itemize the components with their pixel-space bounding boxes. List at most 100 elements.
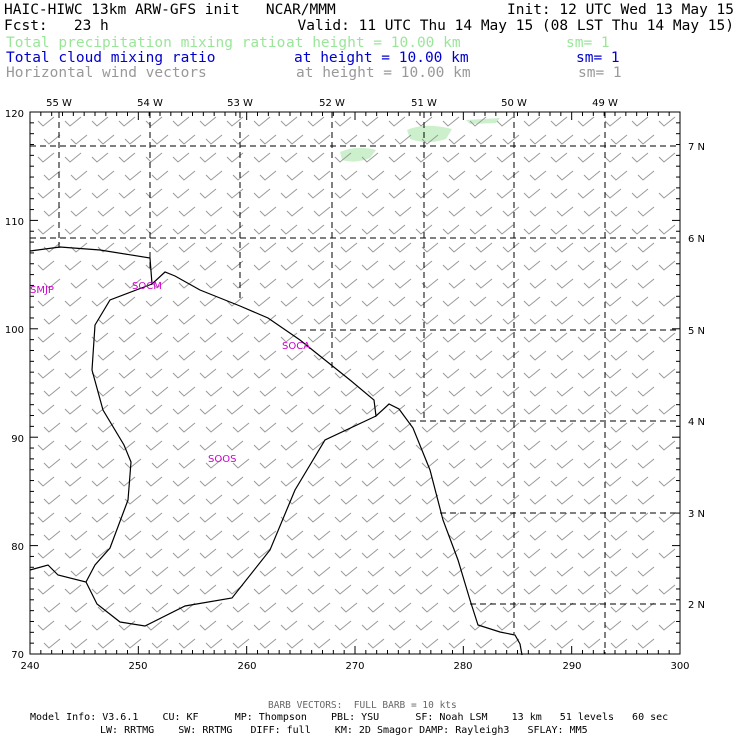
wind-barb <box>226 188 244 199</box>
wind-barb <box>367 350 385 361</box>
wind-barb <box>307 152 325 163</box>
wind-barbs <box>37 116 676 649</box>
x-tick-label: 300 <box>670 661 689 672</box>
x-tick-label: 280 <box>453 661 472 672</box>
wind-barb <box>178 386 196 397</box>
wind-barb <box>205 206 223 217</box>
wind-barb <box>475 638 493 649</box>
wind-barb <box>550 296 568 307</box>
wind-barb <box>151 170 169 181</box>
forecast-hour: Fcst: 23 h <box>4 18 109 34</box>
wind-barb <box>388 332 406 343</box>
wind-barb <box>253 332 271 343</box>
wind-barb <box>556 458 574 469</box>
wind-barb <box>367 566 385 577</box>
wind-barb <box>145 440 163 451</box>
wind-barb <box>610 494 628 505</box>
wind-barb <box>631 152 649 163</box>
wind-barb <box>64 116 82 127</box>
wind-barb <box>118 368 136 379</box>
wind-barb <box>604 548 622 559</box>
wind-barb <box>469 584 487 595</box>
wind-barb <box>70 458 88 469</box>
wind-barb <box>313 494 331 505</box>
wind-barb <box>286 386 304 397</box>
wind-barb <box>286 638 304 649</box>
wind-barb <box>97 422 115 433</box>
wind-barb <box>340 458 358 469</box>
wind-barb <box>307 332 325 343</box>
lon-labels: 55 W 54 W 53 W 52 W 51 W 50 W 49 W <box>46 98 618 109</box>
wind-barb <box>610 530 628 541</box>
wind-barb <box>583 206 601 217</box>
wind-barb <box>334 116 352 127</box>
wind-barb <box>145 476 163 487</box>
wind-barb <box>529 206 547 217</box>
wind-barb <box>334 512 352 523</box>
wind-barb <box>124 566 142 577</box>
wind-barb <box>523 368 541 379</box>
wind-barb <box>97 170 115 181</box>
wind-barb <box>502 638 520 649</box>
wind-barb <box>556 494 574 505</box>
wind-barb <box>97 242 115 253</box>
wind-barb <box>529 242 547 253</box>
wind-barb <box>496 620 514 631</box>
wind-barb <box>556 206 574 217</box>
wind-barb <box>475 206 493 217</box>
wind-barb <box>550 224 568 235</box>
wind-barb <box>253 404 271 415</box>
wind-barb <box>37 440 55 451</box>
wind-barb <box>91 188 109 199</box>
barb-note: BARB VECTORS: FULL BARB = 10 kts <box>268 700 457 711</box>
wind-barb <box>388 584 406 595</box>
wind-barb <box>529 350 547 361</box>
wind-barb <box>97 350 115 361</box>
wind-barb <box>307 584 325 595</box>
wind-barb <box>475 350 493 361</box>
wind-barb <box>367 638 385 649</box>
wind-barb <box>340 314 358 325</box>
wind-barb <box>286 602 304 613</box>
wind-barb <box>556 134 574 145</box>
x-tick-label: 240 <box>20 661 39 672</box>
wind-barb <box>475 386 493 397</box>
wind-barb <box>469 296 487 307</box>
wind-barb <box>604 332 622 343</box>
wind-barb <box>307 404 325 415</box>
wind-barb <box>280 476 298 487</box>
wind-barb <box>361 116 379 127</box>
wind-barb <box>334 152 352 163</box>
wind-barb <box>226 152 244 163</box>
wind-barb <box>394 206 412 217</box>
wind-barb <box>394 350 412 361</box>
wind-barb <box>199 332 217 343</box>
wind-barb <box>469 548 487 559</box>
wind-barb <box>124 602 142 613</box>
wind-barb <box>118 188 136 199</box>
wind-barb <box>550 152 568 163</box>
wind-barb <box>232 566 250 577</box>
wind-barb <box>556 602 574 613</box>
wind-barb <box>172 188 190 199</box>
wind-barb <box>334 404 352 415</box>
wind-barb <box>232 278 250 289</box>
wind-barb <box>496 476 514 487</box>
wind-barb <box>496 188 514 199</box>
wind-barb <box>151 494 169 505</box>
wind-barb <box>394 242 412 253</box>
coastlines <box>29 246 523 656</box>
wind-barb <box>502 422 520 433</box>
wind-barb <box>637 386 655 397</box>
wind-barb <box>523 332 541 343</box>
wind-barb <box>253 440 271 451</box>
wind-barb <box>637 206 655 217</box>
wind-barb <box>529 422 547 433</box>
wind-barb <box>226 224 244 235</box>
wind-barb <box>577 404 595 415</box>
wind-barb <box>550 620 568 631</box>
wind-barb <box>367 278 385 289</box>
wind-barb <box>313 350 331 361</box>
wind-barb <box>637 350 655 361</box>
wind-barb <box>523 548 541 559</box>
